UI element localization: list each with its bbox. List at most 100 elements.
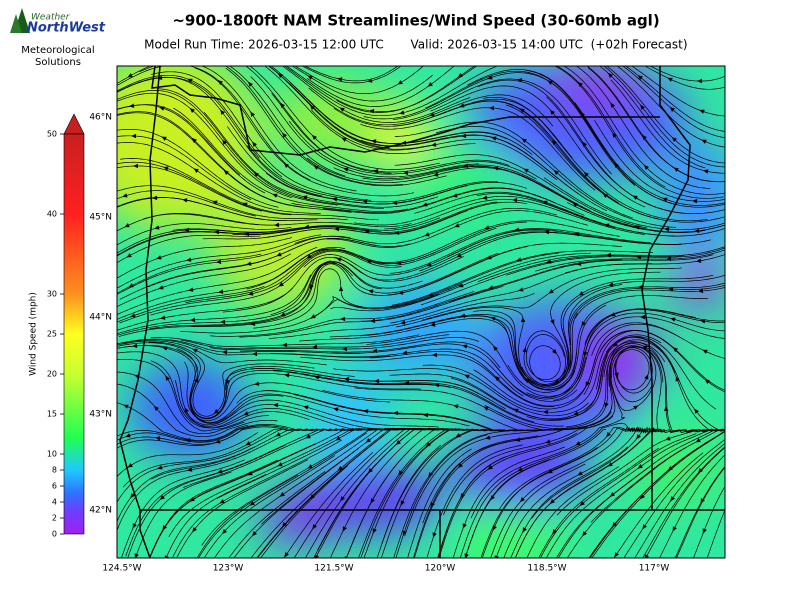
streamline-arrow xyxy=(218,289,224,294)
streamline-arrow xyxy=(609,492,615,497)
streamline-arrow xyxy=(190,317,196,323)
streamline-arrow xyxy=(578,291,584,296)
streamline-arrow xyxy=(403,170,409,175)
streamline xyxy=(233,448,359,558)
streamline-arrow xyxy=(632,195,638,200)
streamline-arrow xyxy=(194,377,199,383)
streamline xyxy=(525,69,725,208)
streamline-arrow xyxy=(637,75,643,80)
streamline xyxy=(117,253,262,294)
streamline xyxy=(304,66,399,82)
streamline-arrow xyxy=(159,495,165,500)
streamline-arrow xyxy=(614,552,619,558)
streamline-arrow xyxy=(487,75,493,80)
streamline-arrow xyxy=(576,261,582,266)
streamline-arrow xyxy=(127,463,133,468)
streamline-arrow xyxy=(158,285,164,290)
streamline-arrow xyxy=(524,377,530,383)
streamline-arrow xyxy=(583,171,589,177)
streamline xyxy=(553,274,725,386)
streamline xyxy=(117,260,332,336)
colorbar-label: Wind Speed (mph) xyxy=(29,292,39,376)
streamline xyxy=(526,466,620,558)
streamline-arrow xyxy=(221,529,227,535)
lon-label: 118.5°W xyxy=(527,564,566,574)
streamline-arrow xyxy=(162,346,168,351)
streamline-arrow xyxy=(484,225,490,230)
streamline-arrow xyxy=(696,258,702,263)
streamline xyxy=(117,274,312,335)
streamline-arrow xyxy=(640,104,645,110)
streamline-arrow xyxy=(341,137,347,142)
streamline-arrow xyxy=(552,529,557,535)
streamline-arrow xyxy=(214,229,220,235)
streamline xyxy=(645,447,725,558)
streamline-arrow xyxy=(581,321,586,327)
streamline xyxy=(591,431,725,558)
streamline xyxy=(117,135,252,201)
streamline xyxy=(198,432,367,558)
streamline-arrow xyxy=(550,319,555,325)
streamline xyxy=(526,308,725,398)
streamline xyxy=(477,246,725,283)
streamline-arrow xyxy=(585,381,590,387)
streamline-arrow xyxy=(492,525,497,531)
streamline-arrow xyxy=(343,167,349,172)
streamline-arrow xyxy=(614,162,619,168)
streamline xyxy=(545,96,725,214)
streamline-arrow xyxy=(455,433,461,438)
streamline-arrow xyxy=(489,105,495,111)
streamline xyxy=(631,66,725,117)
lat-label: 44°N xyxy=(89,313,112,323)
streamline xyxy=(553,316,725,401)
streamline xyxy=(281,66,471,123)
streamline-arrow xyxy=(272,193,278,198)
streamline xyxy=(644,66,725,90)
streamline xyxy=(165,473,267,558)
streamline xyxy=(117,338,360,354)
streamline xyxy=(257,428,422,558)
streamline xyxy=(268,66,434,150)
streamline-arrow xyxy=(368,289,374,294)
streamline-arrow xyxy=(163,166,169,171)
streamline-arrow xyxy=(607,72,613,78)
streamline-arrow xyxy=(399,110,405,115)
streamline-arrow xyxy=(254,381,260,386)
streamline xyxy=(574,287,725,319)
streamline xyxy=(543,177,725,231)
streamline-arrow xyxy=(702,528,707,534)
streamline xyxy=(574,102,725,206)
streamline-arrow xyxy=(577,81,583,87)
logo-top: Weather xyxy=(31,13,71,23)
streamline xyxy=(438,415,614,558)
streamline-arrow xyxy=(193,168,199,173)
streamline-arrow xyxy=(522,347,527,353)
streamline-arrow xyxy=(312,524,317,530)
logo: Weather NorthWest Meteorological Solutio… xyxy=(10,8,106,68)
streamline-arrow xyxy=(335,436,341,441)
streamline xyxy=(510,446,629,558)
streamline xyxy=(117,446,255,523)
streamline xyxy=(556,429,725,558)
streamline-arrow xyxy=(573,411,579,416)
streamline xyxy=(285,66,478,112)
streamline-arrow xyxy=(310,314,316,319)
streamline-arrow xyxy=(643,164,649,170)
streamline-arrow xyxy=(126,253,132,258)
streamline-arrow xyxy=(456,253,462,258)
streamline xyxy=(260,465,349,558)
lat-label: 42°N xyxy=(89,506,112,516)
streamline-arrow xyxy=(192,348,198,353)
streamline-arrow xyxy=(302,195,308,200)
streamline xyxy=(117,340,327,366)
streamline-arrow xyxy=(642,134,647,140)
streamline xyxy=(599,66,706,169)
streamline-arrow xyxy=(283,163,289,168)
streamline xyxy=(674,465,725,558)
streamline-arrow xyxy=(483,406,489,411)
streamline-arrow xyxy=(608,282,614,287)
streamline xyxy=(464,429,606,558)
streamline xyxy=(625,66,725,132)
streamline-arrow xyxy=(130,493,135,499)
